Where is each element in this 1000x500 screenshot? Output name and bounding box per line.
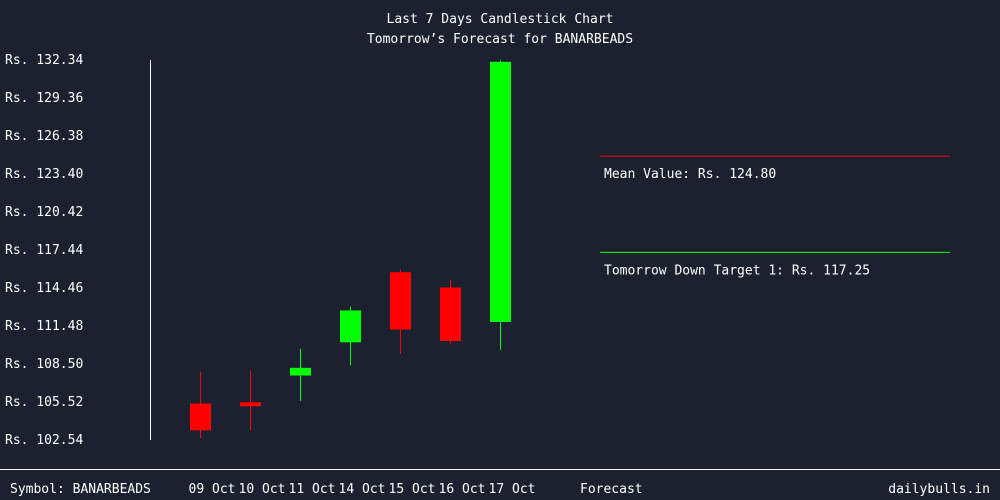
- footer-symbol: Symbol: BANARBEADS: [10, 482, 151, 497]
- y-tick-label: Rs. 126.38: [5, 129, 83, 144]
- x-tick-label: 17 Oct: [489, 482, 536, 497]
- y-tick-label: Rs. 117.44: [5, 243, 83, 258]
- x-tick-label: 10 Oct: [239, 482, 286, 497]
- candle-body: [240, 402, 261, 407]
- reference-lines: Mean Value: Rs. 124.80 Tomorrow Down Targ…: [600, 155, 950, 278]
- x-tick-label: 15 Oct: [389, 482, 436, 497]
- forecast-label: Forecast: [580, 482, 643, 497]
- chart-subtitle: Tomorrow’s Forecast for BANARBEADS: [367, 32, 633, 47]
- y-tick-label: Rs. 105.52: [5, 395, 83, 410]
- x-tick-label: 11 Oct: [289, 482, 336, 497]
- chart-title: Last 7 Days Candlestick Chart: [387, 12, 614, 27]
- x-tick-label: 16 Oct: [439, 482, 486, 497]
- y-tick-label: Rs. 120.42: [5, 205, 83, 220]
- candle-body: [440, 287, 461, 342]
- candle-body: [490, 61, 511, 322]
- y-tick-label: Rs. 132.34: [5, 53, 83, 68]
- candle-body: [340, 310, 361, 343]
- footer-brand: dailybulls.in: [888, 482, 990, 497]
- reference-line-label: Mean Value: Rs. 124.80: [604, 167, 776, 182]
- y-tick-label: Rs. 129.36: [5, 91, 83, 106]
- y-tick-label: Rs. 102.54: [5, 433, 83, 448]
- y-tick-label: Rs. 111.48: [5, 319, 83, 334]
- y-tick-label: Rs. 114.46: [5, 281, 83, 296]
- candle-body: [390, 272, 411, 330]
- x-tick-label: 14 Oct: [339, 482, 386, 497]
- x-axis-ticks: 09 Oct 10 Oct 11 Oct 14 Oct 15 Oct 16 Oct 17 O…: [189, 482, 536, 497]
- y-tick-label: Rs. 108.50: [5, 357, 83, 372]
- y-axis-ticks: Rs. 132.34 Rs. 129.36 Rs. 126.38 Rs. 123.40…: [5, 53, 83, 448]
- candles: [190, 60, 511, 438]
- x-tick-label: 09 Oct: [189, 482, 236, 497]
- candle-body: [290, 367, 311, 376]
- reference-line-label: Tomorrow Down Target 1: Rs. 117.25: [604, 263, 870, 278]
- y-tick-label: Rs. 123.40: [5, 167, 83, 182]
- candle-body: [190, 403, 211, 431]
